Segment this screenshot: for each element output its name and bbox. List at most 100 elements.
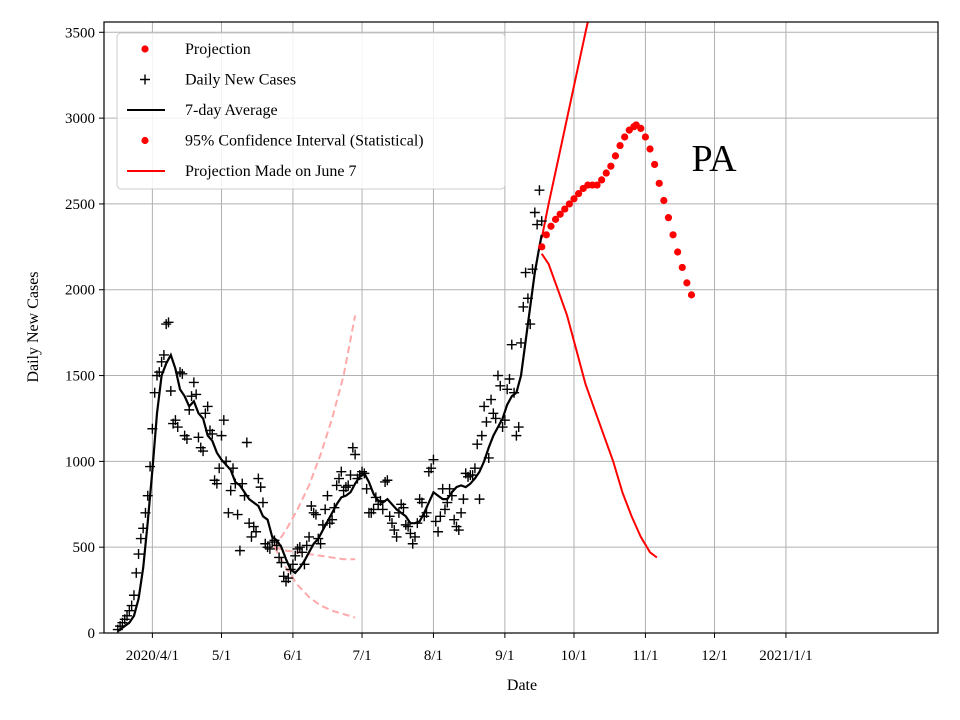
legend-entry-label: 95% Confidence Interval (Statistical) [185, 133, 424, 150]
daily-case-point [193, 432, 204, 443]
daily-case-point [403, 521, 414, 532]
daily-case-point [124, 605, 135, 616]
daily-case-point [191, 389, 202, 400]
daily-case-point [347, 442, 358, 453]
daily-case-point [158, 349, 169, 360]
daily-case-point [133, 549, 144, 560]
daily-case-point [435, 511, 446, 522]
daily-case-point [490, 413, 501, 424]
daily-case-point [301, 540, 312, 551]
y-tick-label: 1500 [65, 369, 95, 385]
daily-case-point [398, 502, 409, 513]
daily-case-point [200, 408, 211, 419]
daily-case-point [181, 434, 192, 445]
daily-case-point [426, 463, 437, 474]
daily-case-point [502, 384, 513, 395]
daily-case-point [456, 507, 467, 518]
daily-case-point [433, 526, 444, 537]
legend-plus-marker [140, 74, 150, 85]
x-axis-ticks: 2020/4/1 5/1 6/1 7/1 8/1 9/1 10/1 11/1 12/1 2021/… [126, 633, 813, 664]
daily-case-point [177, 368, 188, 379]
daily-case-point [534, 185, 545, 196]
daily-case-point [234, 545, 245, 556]
daily-case-point [246, 531, 257, 542]
daily-case-point [297, 547, 308, 558]
daily-case-point [481, 416, 492, 427]
daily-case-point [283, 573, 294, 584]
daily-case-point [410, 531, 421, 542]
daily-case-point [386, 518, 397, 529]
projection-point [641, 133, 650, 141]
seven-day-average [117, 234, 543, 633]
x-tick-label: 2020/4/1 [126, 648, 179, 664]
daily-case-point [248, 521, 259, 532]
projection-point [621, 133, 629, 141]
y-tick-label: 3500 [65, 25, 95, 41]
daily-case-point [476, 430, 487, 441]
daily-case-point [336, 466, 347, 477]
daily-case-point [255, 482, 266, 493]
daily-case-point [126, 600, 137, 611]
legend-entry-label: 7-day Average [185, 102, 278, 119]
daily-case-point [520, 267, 531, 278]
daily-case-point [449, 514, 460, 525]
daily-case-point [430, 516, 441, 527]
legend-entry-label: Projection Made on June 7 [185, 163, 357, 180]
daily-case-point [518, 301, 529, 312]
daily-case-point [488, 408, 499, 419]
daily-case-point [214, 463, 225, 474]
daily-case-point [156, 356, 167, 367]
projection-point [551, 215, 560, 223]
daily-case-point [340, 482, 351, 493]
daily-case-point [416, 497, 427, 508]
daily-case-point [257, 497, 268, 508]
confidence-interval-lines [540, 22, 658, 559]
projection-point [542, 231, 550, 239]
projection-point [561, 205, 569, 213]
daily-case-point [536, 216, 547, 227]
daily-case-point [131, 567, 142, 578]
projection-point [664, 214, 673, 222]
daily-case-point [172, 422, 183, 433]
plot-frame [103, 21, 939, 634]
projection-point [593, 181, 601, 189]
plot-area [112, 22, 696, 633]
daily-case-point [170, 415, 181, 426]
projection-point [607, 162, 615, 170]
x-axis-label: Date [507, 677, 537, 694]
projection-dots [538, 121, 696, 299]
x-tick-label: 5/1 [212, 648, 231, 664]
seven-day-average-line [117, 234, 543, 633]
state-label: PA [691, 138, 737, 180]
daily-case-point [384, 511, 395, 522]
projection-point [687, 291, 696, 299]
daily-case-point [474, 494, 485, 505]
projection-point [616, 141, 624, 150]
daily-case-point [472, 439, 483, 450]
daily-case-point [165, 386, 176, 397]
june7-projection-line [274, 546, 356, 561]
daily-case-point [188, 377, 199, 388]
daily-case-point [198, 446, 209, 457]
projection-point [538, 243, 546, 251]
daily-case-point [377, 504, 388, 515]
daily-case-point [400, 519, 411, 530]
daily-case-point [529, 207, 540, 218]
daily-case-point [223, 507, 234, 518]
projection-point [655, 179, 663, 187]
daily-case-point [225, 485, 236, 496]
legend-dot-marker [141, 45, 149, 53]
daily-case-point [380, 476, 391, 487]
projection-point [556, 210, 564, 218]
y-tick-label: 2500 [65, 197, 95, 213]
ci-upper-line [540, 22, 589, 239]
daily-case-point [504, 373, 515, 384]
june7-projection-line [273, 546, 356, 619]
daily-case-point [343, 480, 354, 491]
daily-case-point [306, 500, 317, 511]
daily-case-point [453, 525, 464, 536]
daily-case-point [361, 483, 372, 494]
daily-case-point [428, 454, 439, 465]
daily-case-point [278, 571, 289, 582]
